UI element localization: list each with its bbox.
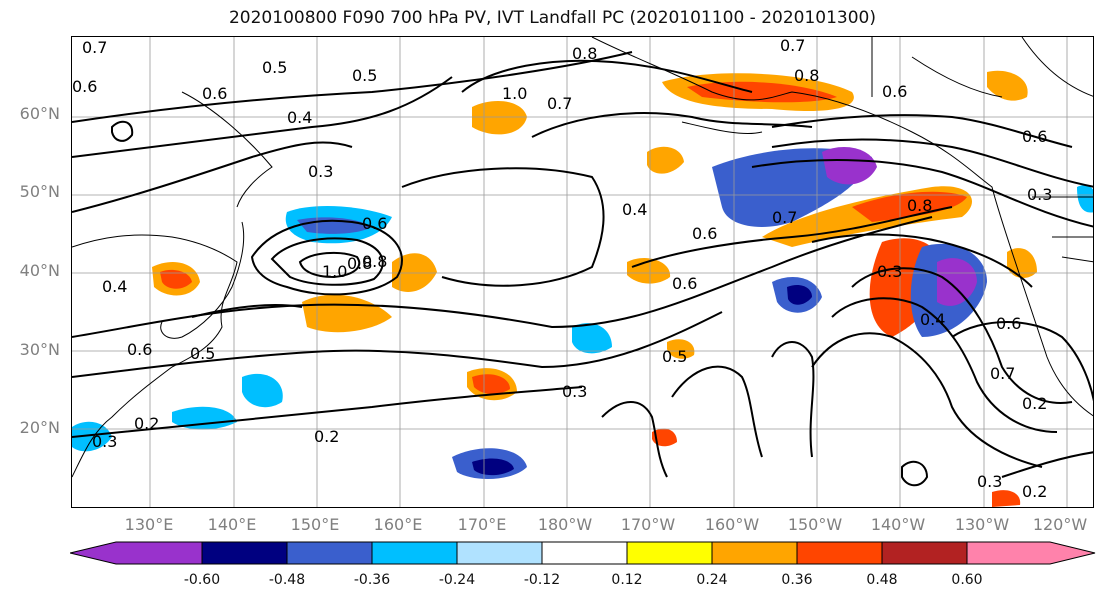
lon-label: 140°E (207, 515, 257, 534)
contour-label: 0.6 (1022, 127, 1047, 146)
lon-label: 170°E (457, 515, 507, 534)
colorbar-segment (70, 541, 203, 565)
contour-label: 0.7 (82, 38, 107, 57)
colorbar-tick: -0.24 (438, 572, 476, 588)
lon-label: 150°E (290, 515, 340, 534)
contour-label: 0.5 (262, 58, 287, 77)
colorbar-segment (541, 541, 628, 565)
colorbar-segment (966, 541, 1096, 565)
colorbar-tick: 0.24 (696, 572, 728, 588)
contour-label: 0.7 (772, 208, 797, 227)
graticule (72, 37, 1093, 507)
colorbar-tick: -0.60 (183, 572, 221, 588)
lon-label: 180°W (537, 515, 593, 534)
contour-label: 0.8 (572, 44, 597, 63)
map-title: 2020100800 F090 700 hPa PV, IVT Landfall… (228, 8, 876, 28)
colorbar-segment (711, 541, 798, 565)
contour-label-group: 0.7 0.6 0.5 0.5 0.6 0.4 0.3 0.8 1.0 0.7 … (72, 37, 1052, 501)
contour-label: 0.6 (692, 224, 717, 243)
contour-label: 0.6 (127, 340, 152, 359)
lon-label: 160°W (704, 515, 760, 534)
lat-label: 30°N (19, 340, 60, 359)
contour-label: 0.7 (990, 364, 1015, 383)
contour-label: 0.8 (362, 252, 387, 271)
contour-label: 0.7 (547, 94, 572, 113)
contour-label: 0.2 (314, 427, 339, 446)
coastlines (72, 37, 1093, 478)
contour-label: 0.8 (907, 196, 932, 215)
contour-label: 1.0 (502, 84, 527, 103)
lon-label: 140°W (870, 515, 926, 534)
colorbar-segment (626, 541, 713, 565)
contour-label: 0.6 (882, 82, 907, 101)
colorbar-tick: 0.36 (781, 572, 813, 588)
lon-label: 120°W (1032, 515, 1088, 534)
colorbar-segment (796, 541, 883, 565)
map-canvas: 0.7 0.6 0.5 0.5 0.6 0.4 0.3 0.8 1.0 0.7 … (72, 37, 1093, 507)
lon-label: 130°E (124, 515, 174, 534)
contour-lines (72, 51, 1093, 487)
map-panel: 0.7 0.6 0.5 0.5 0.6 0.4 0.3 0.8 1.0 0.7 … (71, 36, 1094, 508)
colorbar-tick: 0.60 (951, 572, 983, 588)
colorbar (70, 541, 1096, 565)
contour-label: 0.5 (662, 347, 687, 366)
contour-label: 0.4 (920, 310, 945, 329)
shaded-anomalies (72, 70, 1093, 507)
colorbar-tick: -0.36 (353, 572, 391, 588)
colorbar-tick: -0.12 (523, 572, 561, 588)
colorbar-segment (456, 541, 543, 565)
contour-label: 0.8 (794, 66, 819, 85)
contour-label: 0.3 (92, 432, 117, 451)
contour-label: 0.7 (780, 37, 805, 55)
contour-label: 0.2 (1022, 482, 1047, 501)
contour-label: 0.6 (362, 214, 387, 233)
colorbar-segment (286, 541, 373, 565)
colorbar-tick: 0.12 (611, 572, 643, 588)
lon-label: 160°E (373, 515, 423, 534)
lat-label: 60°N (19, 104, 60, 123)
contour-label: 0.4 (102, 277, 127, 296)
contour-label: 0.3 (877, 262, 902, 281)
lat-label: 40°N (19, 261, 60, 280)
contour-label: 0.4 (287, 108, 312, 127)
contour-label: 1.0 (322, 262, 347, 281)
contour-label: 0.3 (1027, 185, 1052, 204)
colorbar-segment (881, 541, 968, 565)
contour-label: 0.3 (562, 382, 587, 401)
contour-label: 0.6 (996, 314, 1021, 333)
contour-label: 0.6 (672, 274, 697, 293)
contour-label: 0.6 (202, 84, 227, 103)
contour-label: 0.6 (72, 77, 97, 96)
contour-label: 0.5 (190, 344, 215, 363)
contour-label: 0.3 (977, 472, 1002, 491)
lon-label: 150°W (787, 515, 843, 534)
contour-label: 0.5 (352, 66, 377, 85)
contour-label: 0.8 (347, 254, 372, 273)
lat-label: 20°N (19, 418, 60, 437)
colorbar-segment (201, 541, 288, 565)
colorbar-segment (371, 541, 458, 565)
lat-label: 50°N (19, 182, 60, 201)
contour-label: 0.2 (134, 414, 159, 433)
colorbar-tick: 0.48 (866, 572, 898, 588)
contour-label: 0.2 (1022, 394, 1047, 413)
colorbar-tick: -0.48 (268, 572, 306, 588)
contour-label: 0.3 (308, 162, 333, 181)
lon-label: 130°W (954, 515, 1010, 534)
lon-label: 170°W (620, 515, 676, 534)
contour-label: 0.4 (622, 200, 647, 219)
